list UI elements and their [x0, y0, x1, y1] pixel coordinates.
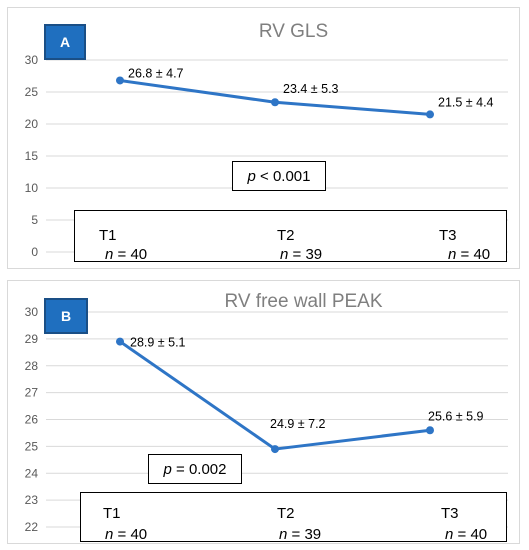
data-label: 23.4 ± 5.3: [283, 82, 339, 96]
y-tick-label: 24: [25, 466, 39, 480]
chart-panel-a: 0 5 10 15 20 25 30 26.8 ± 4.7 23.4 ± 5.3 21.5 ± 4…: [7, 7, 520, 269]
y-tick-label: 27: [25, 386, 39, 400]
chart-b-title: RV free wall PEAK: [224, 291, 383, 312]
timepoint-label: T2: [277, 227, 295, 244]
chart-panel-b: 22 23 24 25 26 27 28 29 30 28.9 ± 5.1 24.9 ± 7.2 25…: [7, 280, 520, 544]
y-tick-label: 30: [25, 305, 39, 319]
y-tick-label: 5: [31, 213, 38, 227]
y-tick-label: 28: [25, 359, 39, 373]
sample-size-label: n = 39: [279, 526, 322, 543]
sample-size-label: n = 40: [105, 246, 148, 263]
data-label: 24.9 ± 7.2: [270, 417, 326, 431]
p-value-text: < 0.001: [255, 167, 311, 185]
y-tick-label: 29: [25, 332, 39, 346]
data-point: [426, 426, 434, 435]
panel-label-b: B: [44, 298, 88, 334]
p-symbol: p: [247, 167, 256, 185]
chart-a-plot: 0 5 10 15 20 25 30 26.8 ± 4.7 23.4 ± 5.3 21.5 ± 4…: [25, 53, 508, 259]
chart-a-p-value: p < 0.001: [232, 161, 326, 191]
series-line: [119, 78, 431, 116]
sample-size-label: n = 40: [448, 246, 491, 263]
chart-a-title: RV GLS: [258, 21, 329, 42]
timepoint-label: T3: [439, 227, 457, 244]
timepoint-label: T1: [103, 505, 121, 522]
y-tick-label: 30: [25, 53, 39, 67]
y-tick-label: 15: [25, 149, 39, 163]
series-line: [119, 340, 431, 451]
sample-size-label: n = 40: [105, 526, 148, 543]
data-label: 25.6 ± 5.9: [428, 409, 484, 423]
y-tick-label: 25: [25, 439, 39, 453]
timepoint-label: T1: [99, 227, 117, 244]
chart-b-plot: 22 23 24 25 26 27 28 29 30 28.9 ± 5.1 24.9 ± 7.2 25…: [25, 305, 508, 534]
timepoint-label: T3: [441, 505, 459, 522]
chart-b-timepoint-box: T1 T2 T3 n = 40 n = 39 n = 40: [80, 492, 507, 543]
y-tick-label: 25: [25, 85, 39, 99]
y-tick-label: 26: [25, 413, 39, 427]
data-label: 26.8 ± 4.7: [128, 66, 184, 80]
sample-size-label: n = 39: [280, 246, 323, 263]
data-point: [271, 445, 279, 454]
data-point: [271, 98, 279, 107]
data-point: [116, 76, 124, 85]
data-label: 21.5 ± 4.4: [438, 95, 494, 109]
data-label: 28.9 ± 5.1: [130, 336, 186, 350]
sample-size-label: n = 40: [445, 526, 488, 543]
y-tick-label: 20: [25, 117, 39, 131]
chart-a-timepoint-box: T1 T2 T3 n = 40 n = 39 n = 40: [74, 210, 507, 263]
panel-label-a: A: [44, 24, 86, 60]
data-point: [426, 110, 434, 119]
y-tick-label: 0: [31, 245, 38, 259]
y-tick-label: 22: [25, 520, 39, 534]
data-point: [116, 337, 124, 346]
chart-b-p-value: p = 0.002: [148, 454, 242, 484]
y-tick-label: 10: [25, 181, 39, 195]
p-value-text: = 0.002: [171, 460, 227, 478]
timepoint-label: T2: [277, 505, 295, 522]
y-tick-label: 23: [25, 493, 39, 507]
p-symbol: p: [163, 460, 172, 478]
